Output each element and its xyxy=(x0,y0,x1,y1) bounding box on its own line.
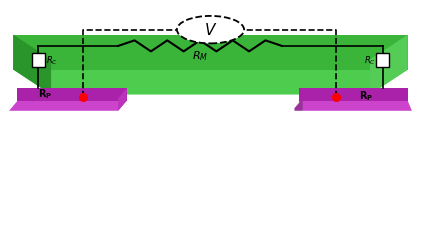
Polygon shape xyxy=(13,36,51,95)
Polygon shape xyxy=(298,89,408,102)
Polygon shape xyxy=(13,36,408,70)
Ellipse shape xyxy=(177,17,244,44)
Text: $R_M$: $R_M$ xyxy=(192,48,208,62)
Text: $\mathbf{R_P}$: $\mathbf{R_P}$ xyxy=(37,87,52,101)
FancyBboxPatch shape xyxy=(32,54,45,68)
Polygon shape xyxy=(370,36,408,95)
Polygon shape xyxy=(18,89,127,102)
Polygon shape xyxy=(298,102,412,111)
Polygon shape xyxy=(118,89,127,111)
Text: $\mathbf{R_P}$: $\mathbf{R_P}$ xyxy=(360,89,374,102)
Text: V: V xyxy=(205,23,216,38)
Text: $R_C$: $R_C$ xyxy=(46,55,58,67)
Polygon shape xyxy=(294,99,303,111)
Polygon shape xyxy=(13,70,408,95)
Polygon shape xyxy=(9,102,127,111)
FancyBboxPatch shape xyxy=(376,54,389,68)
Text: $R_C$: $R_C$ xyxy=(364,55,376,67)
